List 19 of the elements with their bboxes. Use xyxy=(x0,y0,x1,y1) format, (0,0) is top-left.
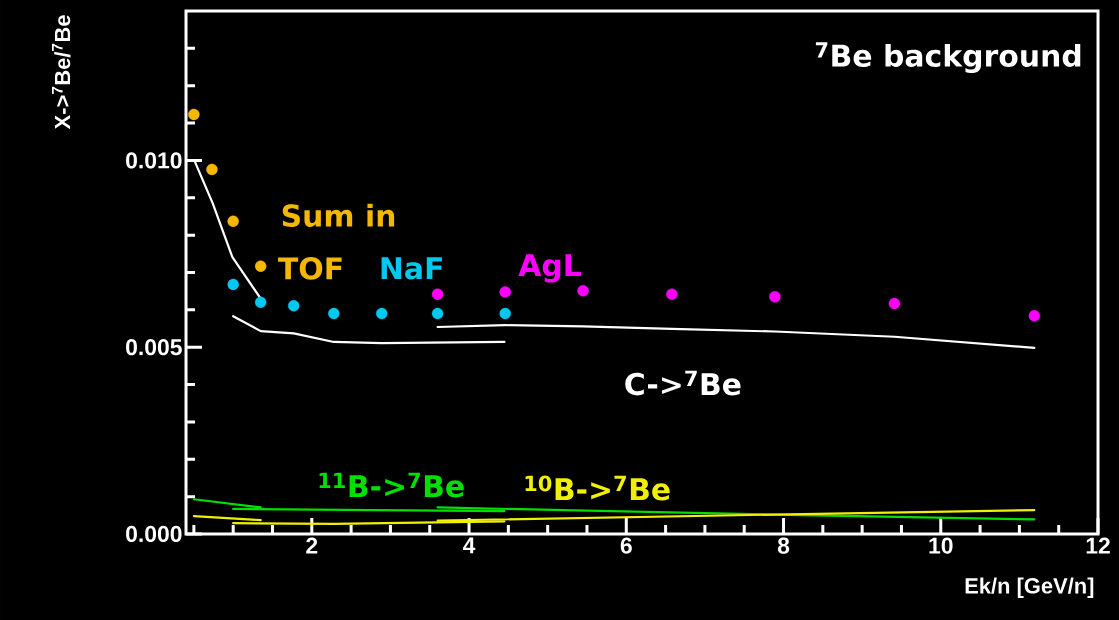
x-tick-label: 8 xyxy=(777,537,790,554)
y-tick-label: 0.000 xyxy=(126,525,182,543)
y-axis-title: X->$^{7}$Be/$^{7}$Be xyxy=(51,15,71,130)
y-tick-label: 0.005 xyxy=(126,339,182,356)
x-axis-title: Ek/n [GeV/n] xyxy=(965,577,1094,598)
text: $^{7}$Be background xyxy=(815,42,1081,74)
annotation: Sum in xyxy=(282,203,395,227)
series-label: $^{10}$B->$^{7}$Be xyxy=(525,475,670,501)
x-tick-label: 6 xyxy=(620,537,632,554)
series-label: C->$^{7}$Be xyxy=(625,370,741,396)
x-tick-label: 10 xyxy=(929,537,953,554)
series-label: AgL xyxy=(518,254,582,283)
x-tick-label: 12 xyxy=(1086,537,1110,554)
y-tick-label: 0.010 xyxy=(126,152,182,169)
series-label: $^{11}$B->$^{7}$Be xyxy=(319,472,464,498)
x-tick-label: 4 xyxy=(463,537,476,554)
series-label: TOF xyxy=(278,257,342,280)
series-label: NaF xyxy=(381,257,442,280)
x-tick-label: 2 xyxy=(306,537,318,554)
